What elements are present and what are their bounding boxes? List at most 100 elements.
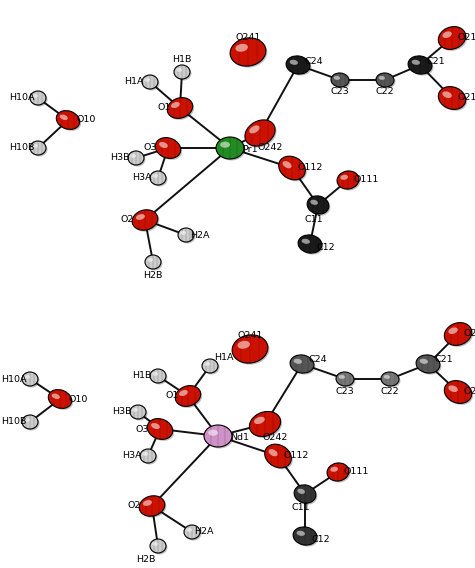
Ellipse shape <box>294 528 318 546</box>
Ellipse shape <box>133 408 138 412</box>
Ellipse shape <box>176 68 182 72</box>
Ellipse shape <box>150 539 166 553</box>
Ellipse shape <box>22 415 38 429</box>
Text: O2: O2 <box>120 215 133 224</box>
Ellipse shape <box>298 235 322 253</box>
Ellipse shape <box>444 381 472 403</box>
Ellipse shape <box>155 137 180 158</box>
Ellipse shape <box>131 154 136 158</box>
Ellipse shape <box>157 139 182 160</box>
Text: O212: O212 <box>463 329 475 339</box>
Ellipse shape <box>32 94 38 98</box>
Ellipse shape <box>30 91 46 105</box>
Text: O111: O111 <box>353 176 379 185</box>
Text: O212: O212 <box>457 34 475 43</box>
Ellipse shape <box>143 77 160 90</box>
Ellipse shape <box>238 341 250 349</box>
Text: H1A: H1A <box>214 353 234 362</box>
Ellipse shape <box>293 527 317 545</box>
Ellipse shape <box>444 323 472 345</box>
Ellipse shape <box>133 211 159 232</box>
Ellipse shape <box>150 369 166 383</box>
Ellipse shape <box>130 405 146 419</box>
Text: H2A: H2A <box>190 231 210 240</box>
Ellipse shape <box>297 531 305 536</box>
Ellipse shape <box>266 446 293 469</box>
Text: H10B: H10B <box>10 144 35 152</box>
Text: O10: O10 <box>76 115 95 124</box>
Ellipse shape <box>31 93 48 107</box>
Ellipse shape <box>339 375 345 379</box>
Ellipse shape <box>175 66 191 81</box>
Ellipse shape <box>268 449 277 456</box>
Text: O211: O211 <box>463 387 475 396</box>
Ellipse shape <box>232 39 267 68</box>
Ellipse shape <box>330 467 338 472</box>
Ellipse shape <box>146 257 162 270</box>
Text: C23: C23 <box>336 386 354 395</box>
Ellipse shape <box>332 74 351 89</box>
Ellipse shape <box>292 356 315 375</box>
Ellipse shape <box>179 390 188 396</box>
Ellipse shape <box>152 370 168 385</box>
Text: C22: C22 <box>380 386 399 395</box>
Text: Pr1: Pr1 <box>242 145 258 154</box>
Ellipse shape <box>152 173 168 186</box>
Ellipse shape <box>180 229 196 244</box>
Ellipse shape <box>408 56 432 74</box>
Text: H1B: H1B <box>133 371 152 381</box>
Ellipse shape <box>24 418 30 422</box>
Ellipse shape <box>334 76 340 80</box>
Ellipse shape <box>302 239 310 244</box>
Text: H10A: H10A <box>9 94 35 102</box>
Ellipse shape <box>152 174 158 178</box>
Ellipse shape <box>147 258 153 262</box>
Ellipse shape <box>438 86 466 110</box>
Text: C12: C12 <box>312 536 330 545</box>
Text: C11: C11 <box>304 215 323 223</box>
Ellipse shape <box>141 497 166 517</box>
Text: O211: O211 <box>457 94 475 102</box>
Ellipse shape <box>286 56 310 74</box>
Text: O2: O2 <box>127 502 141 511</box>
Ellipse shape <box>31 143 48 157</box>
Text: O242: O242 <box>257 143 283 152</box>
Ellipse shape <box>177 387 202 408</box>
Ellipse shape <box>152 542 158 546</box>
Ellipse shape <box>208 429 218 436</box>
Ellipse shape <box>340 175 348 180</box>
Ellipse shape <box>142 75 158 89</box>
Ellipse shape <box>150 171 166 185</box>
Ellipse shape <box>132 407 148 420</box>
Ellipse shape <box>416 355 440 373</box>
Ellipse shape <box>145 255 161 269</box>
Ellipse shape <box>171 102 180 108</box>
Text: H10B: H10B <box>1 417 27 427</box>
Ellipse shape <box>152 541 168 554</box>
Text: H2A: H2A <box>194 528 214 537</box>
Ellipse shape <box>236 44 248 52</box>
Ellipse shape <box>140 449 156 463</box>
Ellipse shape <box>249 411 281 437</box>
Ellipse shape <box>309 197 331 216</box>
Text: C11: C11 <box>292 503 310 512</box>
Ellipse shape <box>446 324 473 347</box>
Text: O112: O112 <box>297 164 323 173</box>
Ellipse shape <box>287 57 312 76</box>
Ellipse shape <box>379 76 385 80</box>
Ellipse shape <box>130 152 145 166</box>
Text: O10: O10 <box>68 395 88 403</box>
Ellipse shape <box>169 99 194 120</box>
Ellipse shape <box>184 525 200 539</box>
Text: O242: O242 <box>262 433 288 442</box>
Ellipse shape <box>409 57 433 76</box>
Ellipse shape <box>448 327 458 334</box>
Ellipse shape <box>307 196 329 214</box>
Ellipse shape <box>232 335 268 363</box>
Ellipse shape <box>128 151 144 165</box>
Ellipse shape <box>418 356 441 375</box>
Ellipse shape <box>186 527 201 541</box>
Ellipse shape <box>22 372 38 386</box>
Ellipse shape <box>336 372 354 386</box>
Ellipse shape <box>384 375 390 379</box>
